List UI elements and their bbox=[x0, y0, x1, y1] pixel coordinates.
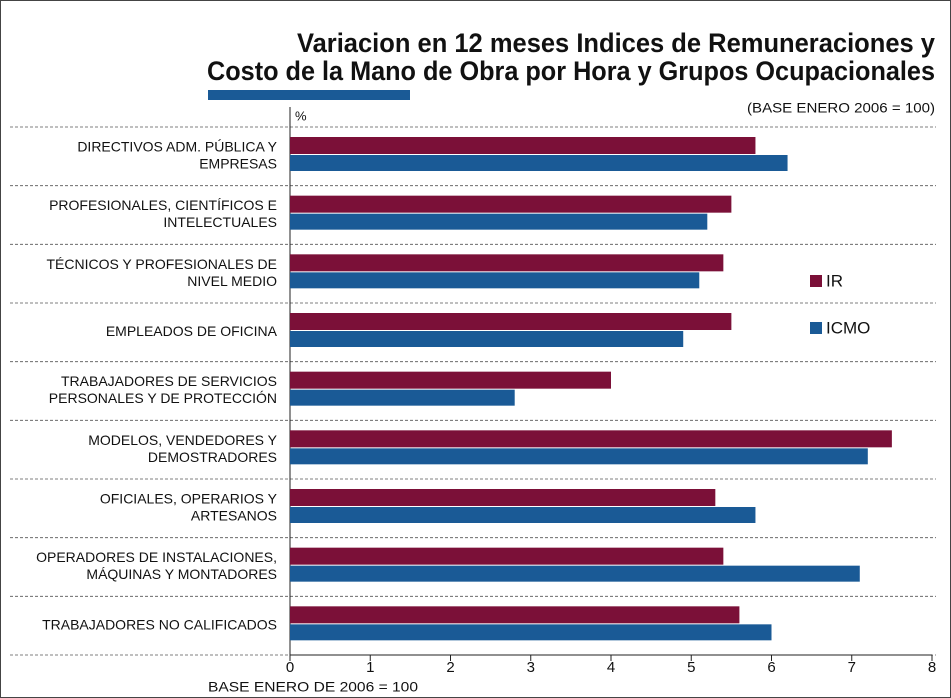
bar bbox=[290, 137, 756, 154]
legend-swatch bbox=[810, 275, 822, 287]
x-tick-label: 4 bbox=[607, 659, 615, 676]
x-tick-label: 3 bbox=[527, 659, 535, 676]
x-axis-label: BASE ENERO DE 2006 = 100 bbox=[208, 679, 418, 695]
bar bbox=[290, 272, 700, 289]
bar bbox=[290, 624, 772, 641]
subtitle: (BASE ENERO 2006 = 100) bbox=[747, 100, 935, 116]
bar bbox=[290, 389, 515, 406]
legend-swatch bbox=[810, 322, 822, 334]
y-tick-label: DIRECTIVOS ADM. PÚBLICA Y bbox=[77, 139, 277, 155]
x-tick-label: 5 bbox=[687, 659, 695, 676]
chart-title: Variacion en 12 meses Indices de Remuner… bbox=[297, 28, 935, 58]
y-tick-label: TRABAJADORES NO CALIFICADOS bbox=[42, 616, 277, 632]
bar bbox=[290, 430, 892, 448]
y-tick-label: MÁQUINAS Y MONTADORES bbox=[86, 566, 277, 582]
y-tick-label: PROFESIONALES, CIENTÍFICOS E bbox=[49, 197, 277, 213]
bar bbox=[290, 489, 716, 506]
y-tick-label: NIVEL MEDIO bbox=[187, 273, 277, 289]
y-tick-label: MODELOS, VENDEDORES Y bbox=[88, 432, 277, 448]
x-tick-label: 7 bbox=[848, 659, 856, 676]
bar bbox=[290, 213, 708, 230]
bar bbox=[290, 547, 724, 565]
bar bbox=[290, 507, 756, 523]
x-tick-label: 0 bbox=[286, 659, 294, 676]
bar bbox=[290, 254, 724, 272]
x-tick-label: 2 bbox=[446, 659, 454, 676]
legend-label: ICMO bbox=[826, 318, 870, 337]
y-tick-label: OFICIALES, OPERARIOS Y bbox=[100, 491, 278, 507]
bar bbox=[290, 565, 860, 582]
y-tick-label: TRABAJADORES DE SERVICIOS bbox=[61, 373, 277, 389]
bar bbox=[290, 606, 740, 624]
bar bbox=[290, 195, 732, 213]
y-tick-label: TÉCNICOS Y PROFESIONALES DE bbox=[46, 256, 277, 272]
title-accent bbox=[208, 90, 410, 100]
y-tick-label: PERSONALES Y DE PROTECCIÓN bbox=[49, 390, 277, 406]
x-tick-label: 6 bbox=[767, 659, 775, 676]
chart-title: Costo de la Mano de Obra por Hora y Grup… bbox=[207, 56, 935, 86]
legend-label: IR bbox=[826, 271, 843, 290]
y-tick-label: EMPRESAS bbox=[199, 156, 277, 172]
bar bbox=[290, 331, 684, 347]
y-unit: % bbox=[295, 108, 307, 123]
x-tick-label: 1 bbox=[366, 659, 374, 676]
y-tick-label: INTELECTUALES bbox=[163, 214, 277, 230]
y-tick-label: ARTESANOS bbox=[191, 508, 277, 524]
bar bbox=[290, 155, 788, 171]
y-tick-label: EMPLEADOS DE OFICINA bbox=[106, 323, 278, 339]
bar bbox=[290, 313, 732, 330]
x-tick-label: 8 bbox=[928, 659, 936, 676]
bar bbox=[290, 448, 868, 465]
y-tick-label: OPERADORES DE INSTALACIONES, bbox=[36, 549, 277, 565]
bar bbox=[290, 371, 611, 389]
y-tick-label: DEMOSTRADORES bbox=[148, 449, 277, 465]
